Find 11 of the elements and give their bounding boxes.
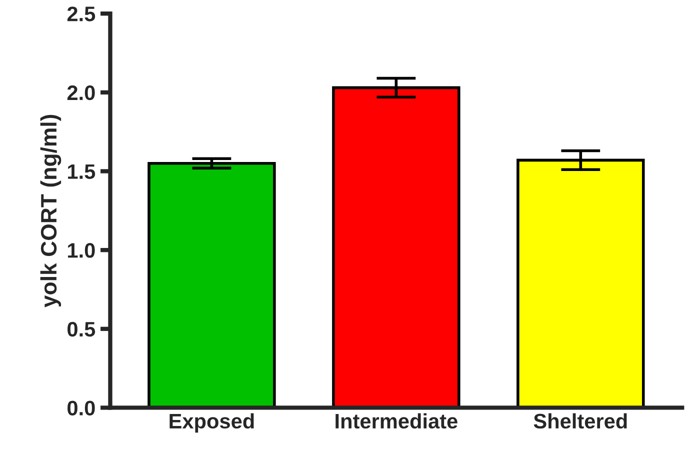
y-axis-title: yolk CORT (ng/ml)	[40, 114, 62, 308]
y-tick-label: 1.0	[68, 243, 95, 258]
bar	[148, 162, 276, 408]
x-tick-label: Sheltered	[534, 413, 627, 429]
x-tick-label: Intermediate	[336, 413, 458, 429]
y-tick-label: 0.5	[68, 322, 96, 337]
y-tick-label: 0.0	[68, 400, 95, 416]
y-tick-label: 2.0	[67, 85, 95, 100]
x-tick-label: Exposed	[170, 413, 254, 433]
y-tick-label: 1.5	[68, 164, 96, 179]
y-tick-label: 2.5	[67, 6, 96, 22]
